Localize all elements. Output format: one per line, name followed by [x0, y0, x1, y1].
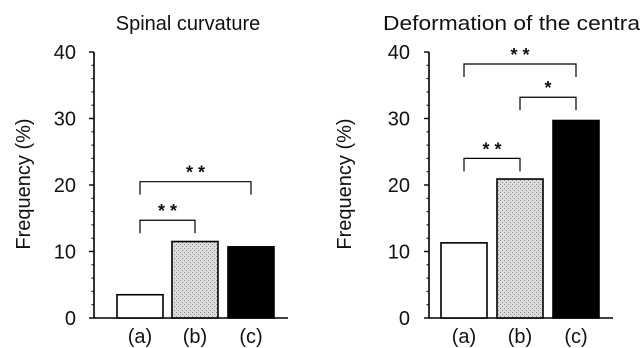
y-tick-label: 30: [388, 109, 410, 131]
y-tick-label: 40: [388, 42, 410, 64]
x-tick-label: (a): [452, 326, 476, 348]
chart-panel-spinal-curvature: Spinal curvature Frequency (%) 0 10 20 30 40…: [13, 13, 288, 348]
y-tick-label: 0: [65, 308, 76, 330]
x-tick-label: (b): [508, 326, 532, 348]
y-tick-label: 20: [54, 175, 76, 197]
y-tick-label: 10: [54, 242, 76, 264]
significance-label: * *: [186, 163, 205, 183]
y-axis-label: Frequency (%): [334, 118, 356, 249]
y-tick-label: 30: [54, 109, 76, 131]
significance-label: * *: [482, 139, 501, 159]
chart-title: Spinal curvature: [116, 13, 261, 35]
x-tick-label: (c): [564, 326, 587, 348]
significance-bracket: [520, 97, 576, 110]
y-tick-label: 10: [388, 242, 410, 264]
y-axis-label: Frequency (%): [13, 118, 35, 249]
y-tick-label: 40: [54, 42, 76, 64]
significance-bracket: [464, 158, 520, 171]
bar-c: [553, 120, 599, 318]
significance-label: * *: [158, 201, 177, 221]
bar-a: [441, 243, 487, 318]
y-tick-label: 0: [399, 308, 410, 330]
y-tick-label: 20: [388, 175, 410, 197]
x-tick-label: (c): [239, 326, 262, 348]
significance-bracket: [140, 220, 195, 233]
bar-b: [497, 179, 543, 318]
bar-c: [228, 247, 274, 318]
bar-b: [172, 242, 218, 318]
significance-label: *: [544, 78, 551, 98]
significance-label: * *: [510, 45, 529, 65]
x-tick-label: (b): [183, 326, 207, 348]
significance-bracket: [140, 182, 251, 195]
bar-a: [117, 295, 163, 318]
x-tick-label: (a): [128, 326, 152, 348]
chart-panel-deformation-of-the-centra: Deformation of the centra Frequency (%) …: [334, 13, 640, 348]
chart-title: Deformation of the centra: [383, 13, 640, 35]
significance-bracket: [464, 64, 576, 77]
